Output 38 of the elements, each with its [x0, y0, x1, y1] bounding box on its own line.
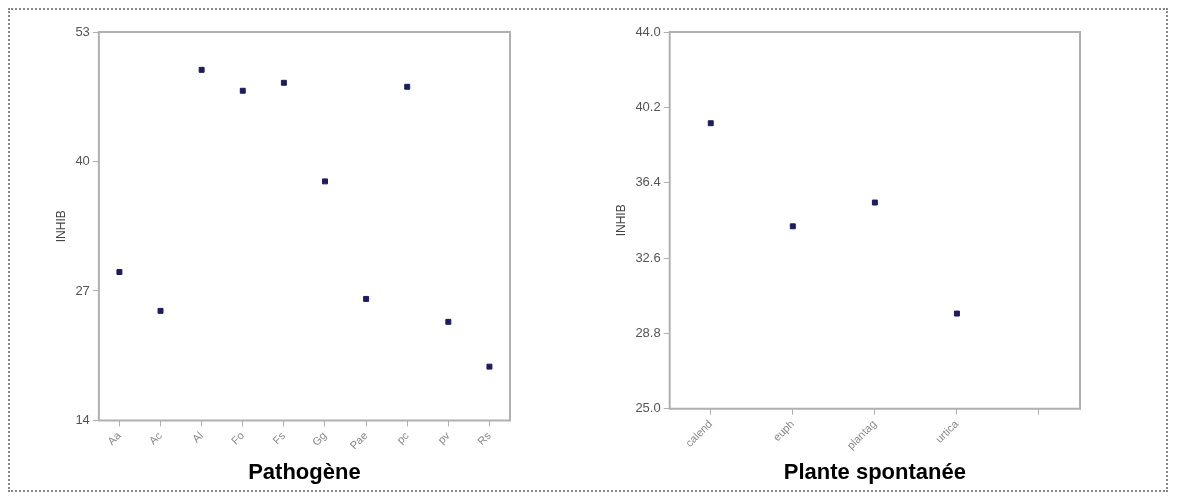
point: [198, 66, 205, 73]
point: [445, 318, 452, 325]
x-tick-label: pv: [435, 428, 453, 446]
point: [157, 307, 164, 314]
x-tick-label: Fs: [270, 428, 288, 447]
point: [363, 295, 370, 302]
x-axis-title: Pathogène: [248, 458, 361, 484]
point: [486, 363, 493, 370]
point: [871, 199, 878, 206]
x-tick-label: pc: [394, 428, 412, 446]
point: [404, 83, 411, 90]
x-tick-label: Al: [189, 429, 206, 445]
y-tick-label: 53: [75, 23, 90, 39]
point: [280, 79, 287, 86]
y-tick-label: 40: [75, 153, 90, 169]
point: [322, 178, 328, 185]
x-tick-label: Gg: [309, 429, 329, 449]
x-tick-label: Pae: [347, 429, 370, 452]
y-tick-label: 28.8: [635, 324, 661, 340]
x-tick-label: Fo: [228, 429, 247, 447]
x-tick-label: Aa: [104, 428, 124, 448]
point: [953, 310, 960, 317]
y-tick-label: 36.4: [635, 174, 661, 190]
x-tick-label: Ac: [146, 428, 165, 447]
y-axis-title: INHIB: [613, 204, 628, 237]
y-tick-label: 44.0: [635, 23, 661, 39]
x-tick-label: Rs: [475, 428, 494, 448]
y-axis-title: INHIB: [53, 210, 68, 243]
y-tick-label: 14: [75, 412, 90, 427]
y-tick-label: 27: [75, 282, 90, 298]
y-tick-label: 40.2: [635, 98, 661, 114]
point: [707, 120, 714, 127]
point: [239, 87, 246, 94]
point: [789, 223, 796, 230]
point: [116, 269, 123, 275]
y-tick-label: 25.0: [635, 400, 661, 416]
x-axis-title: Plante spontanée: [783, 458, 966, 484]
y-tick-label: 32.6: [635, 249, 661, 265]
